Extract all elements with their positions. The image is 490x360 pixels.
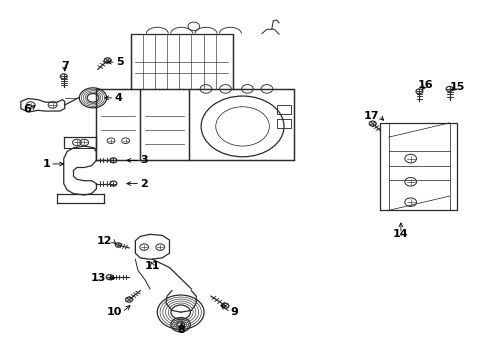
Text: 12: 12 — [97, 236, 113, 246]
Text: 14: 14 — [393, 229, 409, 239]
Text: 7: 7 — [61, 61, 69, 71]
Text: 8: 8 — [178, 325, 186, 335]
Text: 1: 1 — [42, 159, 50, 169]
Text: 11: 11 — [145, 261, 160, 271]
Text: 15: 15 — [449, 82, 465, 92]
Text: 6: 6 — [24, 104, 31, 113]
Text: 5: 5 — [116, 57, 123, 67]
Text: 9: 9 — [230, 307, 238, 317]
Text: 16: 16 — [417, 80, 433, 90]
Text: 17: 17 — [364, 111, 379, 121]
Text: 10: 10 — [107, 307, 122, 317]
Text: 2: 2 — [140, 179, 148, 189]
Text: 4: 4 — [115, 93, 122, 103]
Text: 13: 13 — [91, 273, 106, 283]
Text: 3: 3 — [140, 156, 148, 165]
